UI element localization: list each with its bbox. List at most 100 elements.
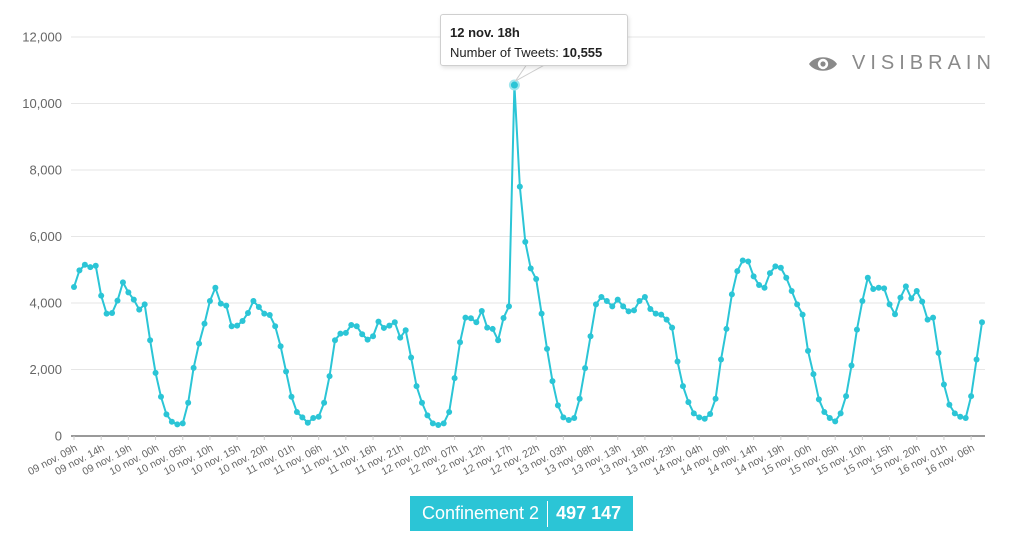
data-point[interactable] — [81, 261, 88, 268]
data-point[interactable] — [331, 337, 338, 344]
data-point[interactable] — [690, 410, 697, 417]
data-point[interactable] — [587, 333, 594, 340]
data-point[interactable] — [707, 411, 714, 418]
data-point[interactable] — [435, 422, 442, 429]
data-point[interactable] — [179, 420, 186, 427]
data-point[interactable] — [201, 320, 208, 327]
data-point[interactable] — [109, 309, 116, 316]
data-point[interactable] — [951, 410, 958, 417]
data-point[interactable] — [897, 294, 904, 301]
data-point[interactable] — [478, 307, 485, 314]
data-point[interactable] — [750, 273, 757, 280]
data-point[interactable] — [489, 325, 496, 332]
data-point[interactable] — [527, 265, 534, 272]
data-point[interactable] — [223, 302, 230, 309]
data-point[interactable] — [538, 310, 545, 317]
data-point[interactable] — [391, 319, 398, 326]
data-point[interactable] — [500, 314, 507, 321]
data-point[interactable] — [571, 415, 578, 422]
data-point[interactable] — [940, 381, 947, 388]
data-point[interactable] — [913, 288, 920, 295]
data-point[interactable] — [696, 414, 703, 421]
data-point[interactable] — [239, 317, 246, 324]
data-point[interactable] — [304, 419, 311, 426]
data-point[interactable] — [614, 296, 621, 303]
data-point[interactable] — [348, 321, 355, 328]
data-point[interactable] — [582, 365, 589, 372]
data-point[interactable] — [76, 267, 83, 274]
data-point[interactable] — [544, 345, 551, 352]
data-point[interactable] — [190, 364, 197, 371]
data-point[interactable] — [505, 303, 512, 310]
data-point[interactable] — [130, 296, 137, 303]
data-point[interactable] — [979, 319, 985, 326]
data-point[interactable] — [293, 409, 300, 416]
data-point[interactable] — [701, 415, 708, 422]
data-point[interactable] — [337, 330, 344, 337]
data-point[interactable] — [418, 399, 425, 406]
data-point[interactable] — [516, 183, 523, 190]
data-point[interactable] — [408, 354, 415, 361]
data-point[interactable] — [484, 324, 491, 331]
data-point[interactable] — [98, 292, 105, 299]
data-point[interactable] — [174, 421, 181, 428]
data-point[interactable] — [641, 294, 648, 301]
data-point[interactable] — [805, 347, 812, 354]
data-point[interactable] — [147, 337, 154, 344]
data-point[interactable] — [853, 326, 860, 333]
data-point[interactable] — [315, 413, 322, 420]
data-point[interactable] — [119, 279, 126, 286]
data-point[interactable] — [625, 308, 632, 315]
data-point[interactable] — [620, 303, 627, 310]
data-point[interactable] — [353, 323, 360, 330]
data-point[interactable] — [326, 373, 333, 380]
data-point[interactable] — [157, 393, 164, 400]
data-point[interactable] — [821, 409, 828, 416]
data-point[interactable] — [908, 295, 915, 302]
data-point[interactable] — [859, 298, 866, 305]
data-point[interactable] — [968, 393, 975, 400]
data-point[interactable] — [92, 262, 99, 269]
data-point[interactable] — [364, 336, 371, 343]
data-point[interactable] — [495, 337, 502, 344]
data-point[interactable] — [881, 285, 888, 292]
data-point[interactable] — [244, 309, 251, 316]
data-point[interactable] — [766, 270, 773, 277]
data-point[interactable] — [930, 314, 937, 321]
data-point[interactable] — [402, 327, 409, 334]
data-point[interactable] — [467, 315, 474, 322]
data-point[interactable] — [723, 325, 730, 332]
data-point[interactable] — [674, 358, 681, 365]
data-point[interactable] — [212, 284, 219, 291]
data-point[interactable] — [902, 283, 909, 290]
data-point[interactable] — [397, 334, 404, 341]
data-point[interactable] — [772, 263, 779, 270]
data-point[interactable] — [446, 409, 453, 416]
data-point[interactable] — [554, 402, 561, 409]
data-point[interactable] — [745, 258, 752, 265]
data-point[interactable] — [712, 395, 719, 402]
data-point[interactable] — [603, 298, 610, 305]
data-point[interactable] — [647, 305, 654, 312]
data-point[interactable] — [734, 268, 741, 275]
data-point[interactable] — [533, 276, 540, 283]
data-point[interactable] — [250, 298, 257, 305]
data-point[interactable] — [321, 399, 328, 406]
data-point[interactable] — [652, 310, 659, 317]
data-point[interactable] — [777, 264, 784, 271]
data-point[interactable] — [919, 298, 926, 305]
data-point[interactable] — [685, 399, 692, 406]
data-point[interactable] — [843, 393, 850, 400]
data-point[interactable] — [826, 415, 833, 422]
data-point[interactable] — [261, 310, 268, 317]
data-point[interactable] — [788, 288, 795, 295]
data-point[interactable] — [609, 303, 616, 310]
data-point[interactable] — [756, 282, 763, 289]
data-point[interactable] — [864, 274, 871, 281]
data-point[interactable] — [592, 301, 599, 308]
data-point[interactable] — [522, 238, 529, 245]
data-point[interactable] — [462, 314, 469, 321]
data-point[interactable] — [168, 418, 175, 425]
data-point[interactable] — [375, 318, 382, 325]
data-point[interactable] — [973, 356, 980, 363]
